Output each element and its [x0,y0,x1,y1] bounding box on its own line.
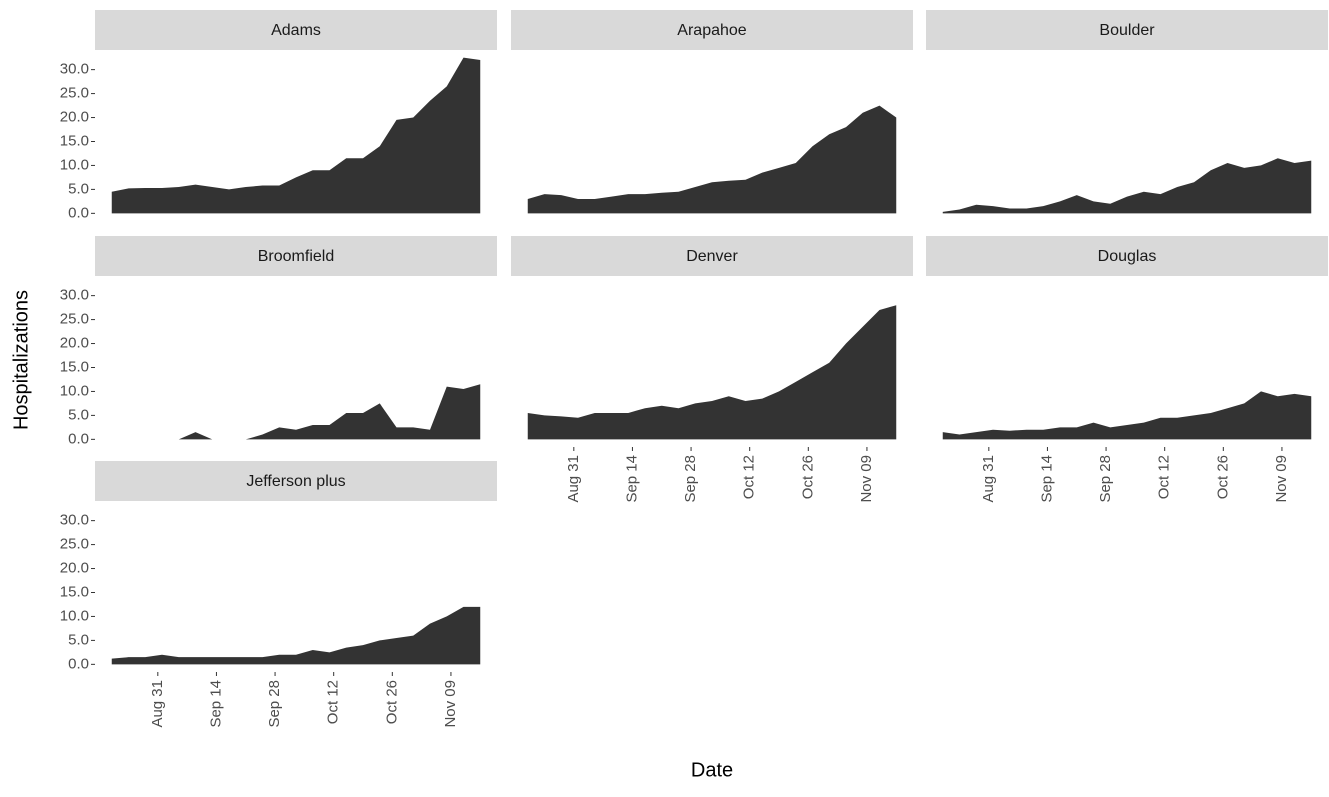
facet-strip [95,10,497,50]
facet-strip [511,10,913,50]
facet-title: Arapahoe [677,22,746,39]
x-tick-label: Sep 28 [1097,455,1114,503]
facet-strip [511,236,913,276]
x-tick-label: Nov 09 [442,680,459,728]
area [111,384,481,440]
y-tick-label: 30.0 [60,287,89,304]
y-tick-label: 5.0 [68,406,89,423]
y-tick-label: 0.0 [68,655,89,672]
x-tick-label: Sep 28 [266,680,283,728]
y-tick-label: 0.0 [68,204,89,221]
facet-title: Boulder [1099,22,1155,39]
y-tick-label: 30.0 [60,512,89,529]
x-tick-label: Aug 31 [149,680,166,728]
area [527,105,897,214]
x-tick-label: Sep 28 [682,455,699,503]
y-axis-title: Hospitalizations [10,290,32,430]
x-tick-label: Aug 31 [980,455,997,503]
x-tick-label: Sep 14 [623,455,640,503]
x-tick-label: Oct 26 [1214,455,1231,499]
x-tick-label: Oct 12 [325,680,342,724]
y-tick-label: 20.0 [60,560,89,577]
facet-strip [95,236,497,276]
y-tick-label: 15.0 [60,132,89,149]
y-tick-label: 20.0 [60,109,89,126]
facet-title: Broomfield [258,248,334,265]
area [942,158,1312,214]
x-tick-label: Oct 26 [383,680,400,724]
facet-strip [926,10,1328,50]
y-tick-label: 25.0 [60,536,89,553]
area [111,57,481,214]
x-tick-label: Oct 12 [741,455,758,499]
y-tick-label: 5.0 [68,631,89,648]
x-tick-label: Oct 12 [1156,455,1173,499]
facet-strip [95,461,497,501]
facet-title: Jefferson plus [246,473,345,490]
y-tick-label: 5.0 [68,180,89,197]
area [527,305,897,440]
area [942,391,1312,440]
y-tick-label: 25.0 [60,311,89,328]
facet-title: Douglas [1098,248,1157,265]
y-tick-label: 30.0 [60,61,89,78]
area [111,606,481,665]
y-tick-label: 10.0 [60,382,89,399]
y-tick-label: 25.0 [60,85,89,102]
y-tick-label: 10.0 [60,156,89,173]
facet-title: Denver [686,248,738,265]
x-tick-label: Aug 31 [565,455,582,503]
x-tick-label: Sep 14 [1038,455,1055,503]
y-tick-label: 0.0 [68,430,89,447]
x-axis-title: Date [691,759,733,781]
x-tick-label: Oct 26 [799,455,816,499]
x-tick-label: Sep 14 [207,680,224,728]
facet-strip [926,236,1328,276]
y-tick-label: 15.0 [60,583,89,600]
x-tick-label: Nov 09 [1273,455,1290,503]
y-tick-label: 15.0 [60,358,89,375]
y-tick-label: 20.0 [60,335,89,352]
facet-title: Adams [271,22,321,39]
y-tick-label: 10.0 [60,607,89,624]
x-tick-label: Nov 09 [858,455,875,503]
